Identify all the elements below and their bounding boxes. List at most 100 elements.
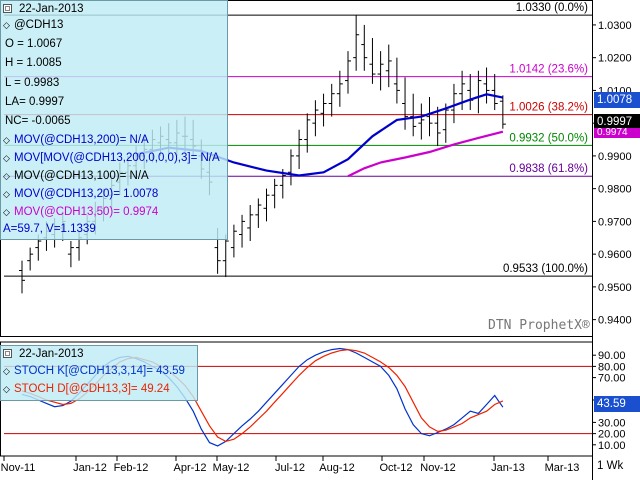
x-tick-label: Aug-12: [319, 462, 354, 474]
ohlc-bar: [499, 95, 506, 129]
ohlc-bar: [442, 103, 449, 143]
stoch-d-label: STOCH D[@CDH13,3]= 49.24: [14, 383, 170, 395]
ohlc-bar: [418, 103, 425, 140]
diamond-icon: ◇: [3, 20, 10, 30]
x-tick-label: Nov-11: [1, 462, 36, 474]
x-tick-label: May-12: [213, 462, 250, 474]
stoch-tick-label: 10.00: [598, 440, 626, 452]
ohlc-bar: [410, 93, 417, 137]
diamond-icon: ◇: [3, 207, 10, 217]
low-value: L = 0.9983: [5, 77, 60, 89]
stoch-tick-label: 70.00: [598, 373, 626, 385]
ma-20-legend[interactable]: ◇ MOV(@CDH13,20)= 1.0078: [3, 187, 158, 201]
ohlc-bar: [450, 83, 457, 124]
ohlc-bar: [426, 96, 433, 137]
ohlc-bar: [312, 100, 319, 137]
ohlc-bar: [377, 51, 384, 91]
net-change-value: NC= -0.0065: [5, 115, 71, 127]
price-tick-label: 1.0200: [598, 53, 632, 65]
legend-date: 22-Jan-2013: [19, 3, 84, 15]
stoch-tick-label: 80.00: [598, 361, 626, 373]
ohlc-bar: [263, 188, 270, 222]
diamond-icon: ◇: [3, 171, 10, 181]
price-tick-label: 0.9500: [598, 282, 632, 294]
ma50-line: [347, 130, 504, 178]
open-value: O = 1.0067: [5, 38, 63, 50]
diamond-icon: ◇: [3, 366, 10, 376]
ohlc-bar: [402, 77, 409, 130]
legend-symbol[interactable]: ◇ @CDH13: [3, 18, 63, 32]
ohlc-bar: [230, 224, 237, 258]
volume-footer: A=59.7, V=1.1339: [3, 223, 96, 235]
stoch-value-box: 43.59: [594, 396, 640, 412]
stoch-tick-label: 90.00: [598, 350, 626, 362]
diamond-icon: ◇: [3, 189, 10, 199]
ohlc-bar: [271, 178, 278, 209]
ma-label: MOV(@CDH13,50)= 0.9974: [14, 206, 159, 218]
ma-label: MOV[MOV(@CDH13,200,0,0,0),3]= N/A: [14, 152, 220, 164]
ma-of-ma-legend[interactable]: ◇ MOV[MOV(@CDH13,200,0,0,0),3]= N/A: [3, 151, 220, 165]
ma-50-legend[interactable]: ◇ MOV(@CDH13,50)= 0.9974: [3, 205, 158, 219]
x-tick-label: Feb-12: [114, 462, 149, 474]
price-y-axis: 0.94000.95000.96000.97000.98000.99001.00…: [592, 20, 632, 327]
ma-100-legend[interactable]: ◇ MOV(@CDH13,100)= N/A: [3, 169, 149, 183]
last-value: LA= 0.9997: [5, 96, 65, 108]
x-tick-label: Apr-12: [173, 462, 206, 474]
stoch-d-legend[interactable]: ◇ STOCH D[@CDH13,3]= 49.24: [3, 382, 170, 396]
interval-label[interactable]: 1 Wk: [597, 460, 624, 472]
price-legend-panel: 22-Jan-2013 ◇ @CDH13 O = 1.0067 H = 1.008…: [0, 0, 228, 240]
fib-label: 0.9533 (100.0%): [503, 263, 588, 275]
x-tick-label: Jan-13: [491, 462, 525, 474]
stoch-date: 22-Jan-2013: [19, 348, 84, 360]
ohlc-bar: [328, 83, 335, 117]
fib-label: 1.0026 (38.2%): [509, 102, 588, 114]
ma-200-legend[interactable]: ◇ MOV(@CDH13,200)= N/A: [3, 133, 149, 147]
stoch-k-label: STOCH K[@CDH13,3,14]= 43.59: [14, 365, 185, 377]
ohlc-bar: [67, 241, 74, 268]
price-tick-label: 1.0300: [598, 20, 632, 32]
panel-options-checkbox[interactable]: [3, 4, 12, 13]
stoch-legend-panel: 22-Jan-2013 ◇ STOCH K[@CDH13,3,14]= 43.59…: [0, 345, 198, 401]
stoch-tick-label: 20.00: [598, 429, 626, 441]
diamond-icon: ◇: [3, 135, 10, 145]
time-x-axis: Nov-11 Jan-12 Feb-12 Apr-12 May-12 Jul-12 Aug-…: [1, 456, 579, 474]
ohlc-bar: [483, 67, 490, 104]
ohlc-bar: [369, 38, 376, 84]
fib-label: 1.0330 (0.0%): [516, 2, 588, 14]
ohlc-bar: [320, 93, 327, 127]
ohlc-bar: [467, 74, 474, 111]
ohlc-bar: [287, 149, 294, 186]
price-tick-label: 0.9400: [598, 315, 632, 327]
price-tick-label: 0.9900: [598, 151, 632, 163]
ohlc-bar: [434, 106, 441, 147]
x-tick-label: Jan-12: [73, 462, 107, 474]
diamond-icon: ◇: [3, 153, 10, 163]
ohlc-bar: [393, 57, 400, 104]
ohlc-bar: [19, 260, 25, 294]
x-tick-label: Jul-12: [275, 462, 305, 474]
ma50-value-box: 0.9974: [594, 128, 640, 138]
ohlc-bar: [345, 51, 351, 94]
stoch-tick-label: 30.00: [598, 417, 626, 429]
last-price-box: 0.9997: [594, 114, 640, 130]
ohlc-bar: [353, 15, 360, 71]
ma-label: MOV(@CDH13,200)= N/A: [14, 134, 149, 146]
fib-label: 0.9838 (61.8%): [509, 163, 588, 175]
ohlc-bar: [304, 113, 311, 153]
ohlc-bar: [27, 247, 34, 271]
x-tick-label: Oct-12: [379, 462, 412, 474]
ohlc-bar: [491, 74, 498, 111]
ma-label: MOV(@CDH13,100)= N/A: [14, 170, 149, 182]
ohlc-bar: [255, 198, 262, 228]
stoch-k-legend[interactable]: ◇ STOCH K[@CDH13,3,14]= 43.59: [3, 364, 185, 378]
ohlc-bar: [361, 24, 368, 71]
ohlc-bar: [247, 205, 254, 242]
fib-label: 0.9932 (50.0%): [509, 132, 588, 144]
ohlc-bar: [296, 129, 303, 169]
panel-options-checkbox[interactable]: [3, 349, 12, 358]
x-tick-label: Nov-12: [420, 462, 455, 474]
ma20-value-box: 1.0078: [594, 92, 640, 108]
ma-label: MOV(@CDH13,20)= 1.0078: [14, 188, 159, 200]
